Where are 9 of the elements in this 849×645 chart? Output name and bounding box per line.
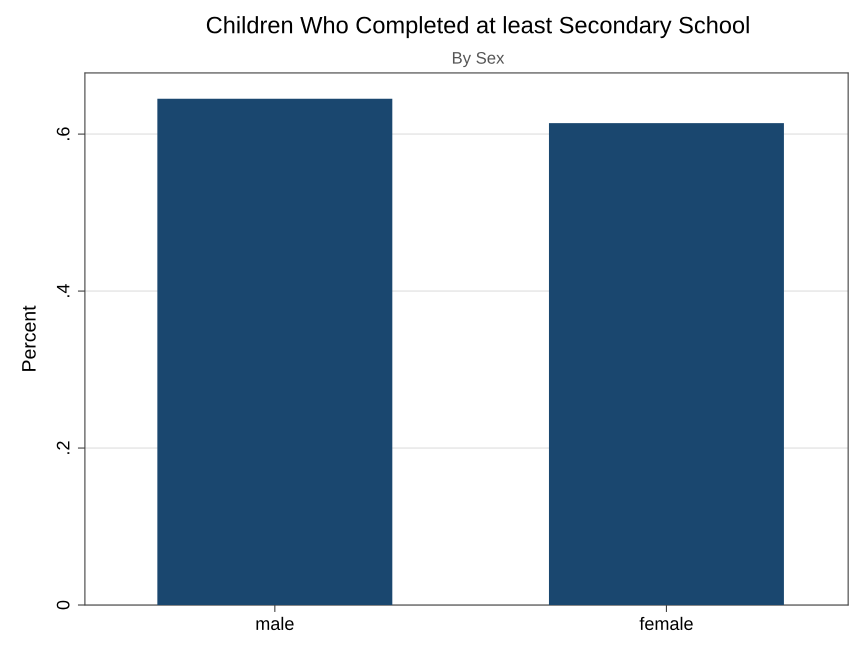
- chart-title: Children Who Completed at least Secondary School: [206, 16, 749, 38]
- y-tick-label: .6: [56, 127, 70, 140]
- y-tick-label: .4: [56, 284, 70, 297]
- y-tick-label: .2: [56, 441, 70, 454]
- x-tick-label: female: [640, 616, 693, 630]
- chart-subtitle: By Sex: [452, 52, 504, 68]
- y-tick-label: 0: [56, 600, 70, 610]
- x-tick-label: male: [256, 616, 294, 630]
- y-axis-title: Percent: [22, 306, 36, 371]
